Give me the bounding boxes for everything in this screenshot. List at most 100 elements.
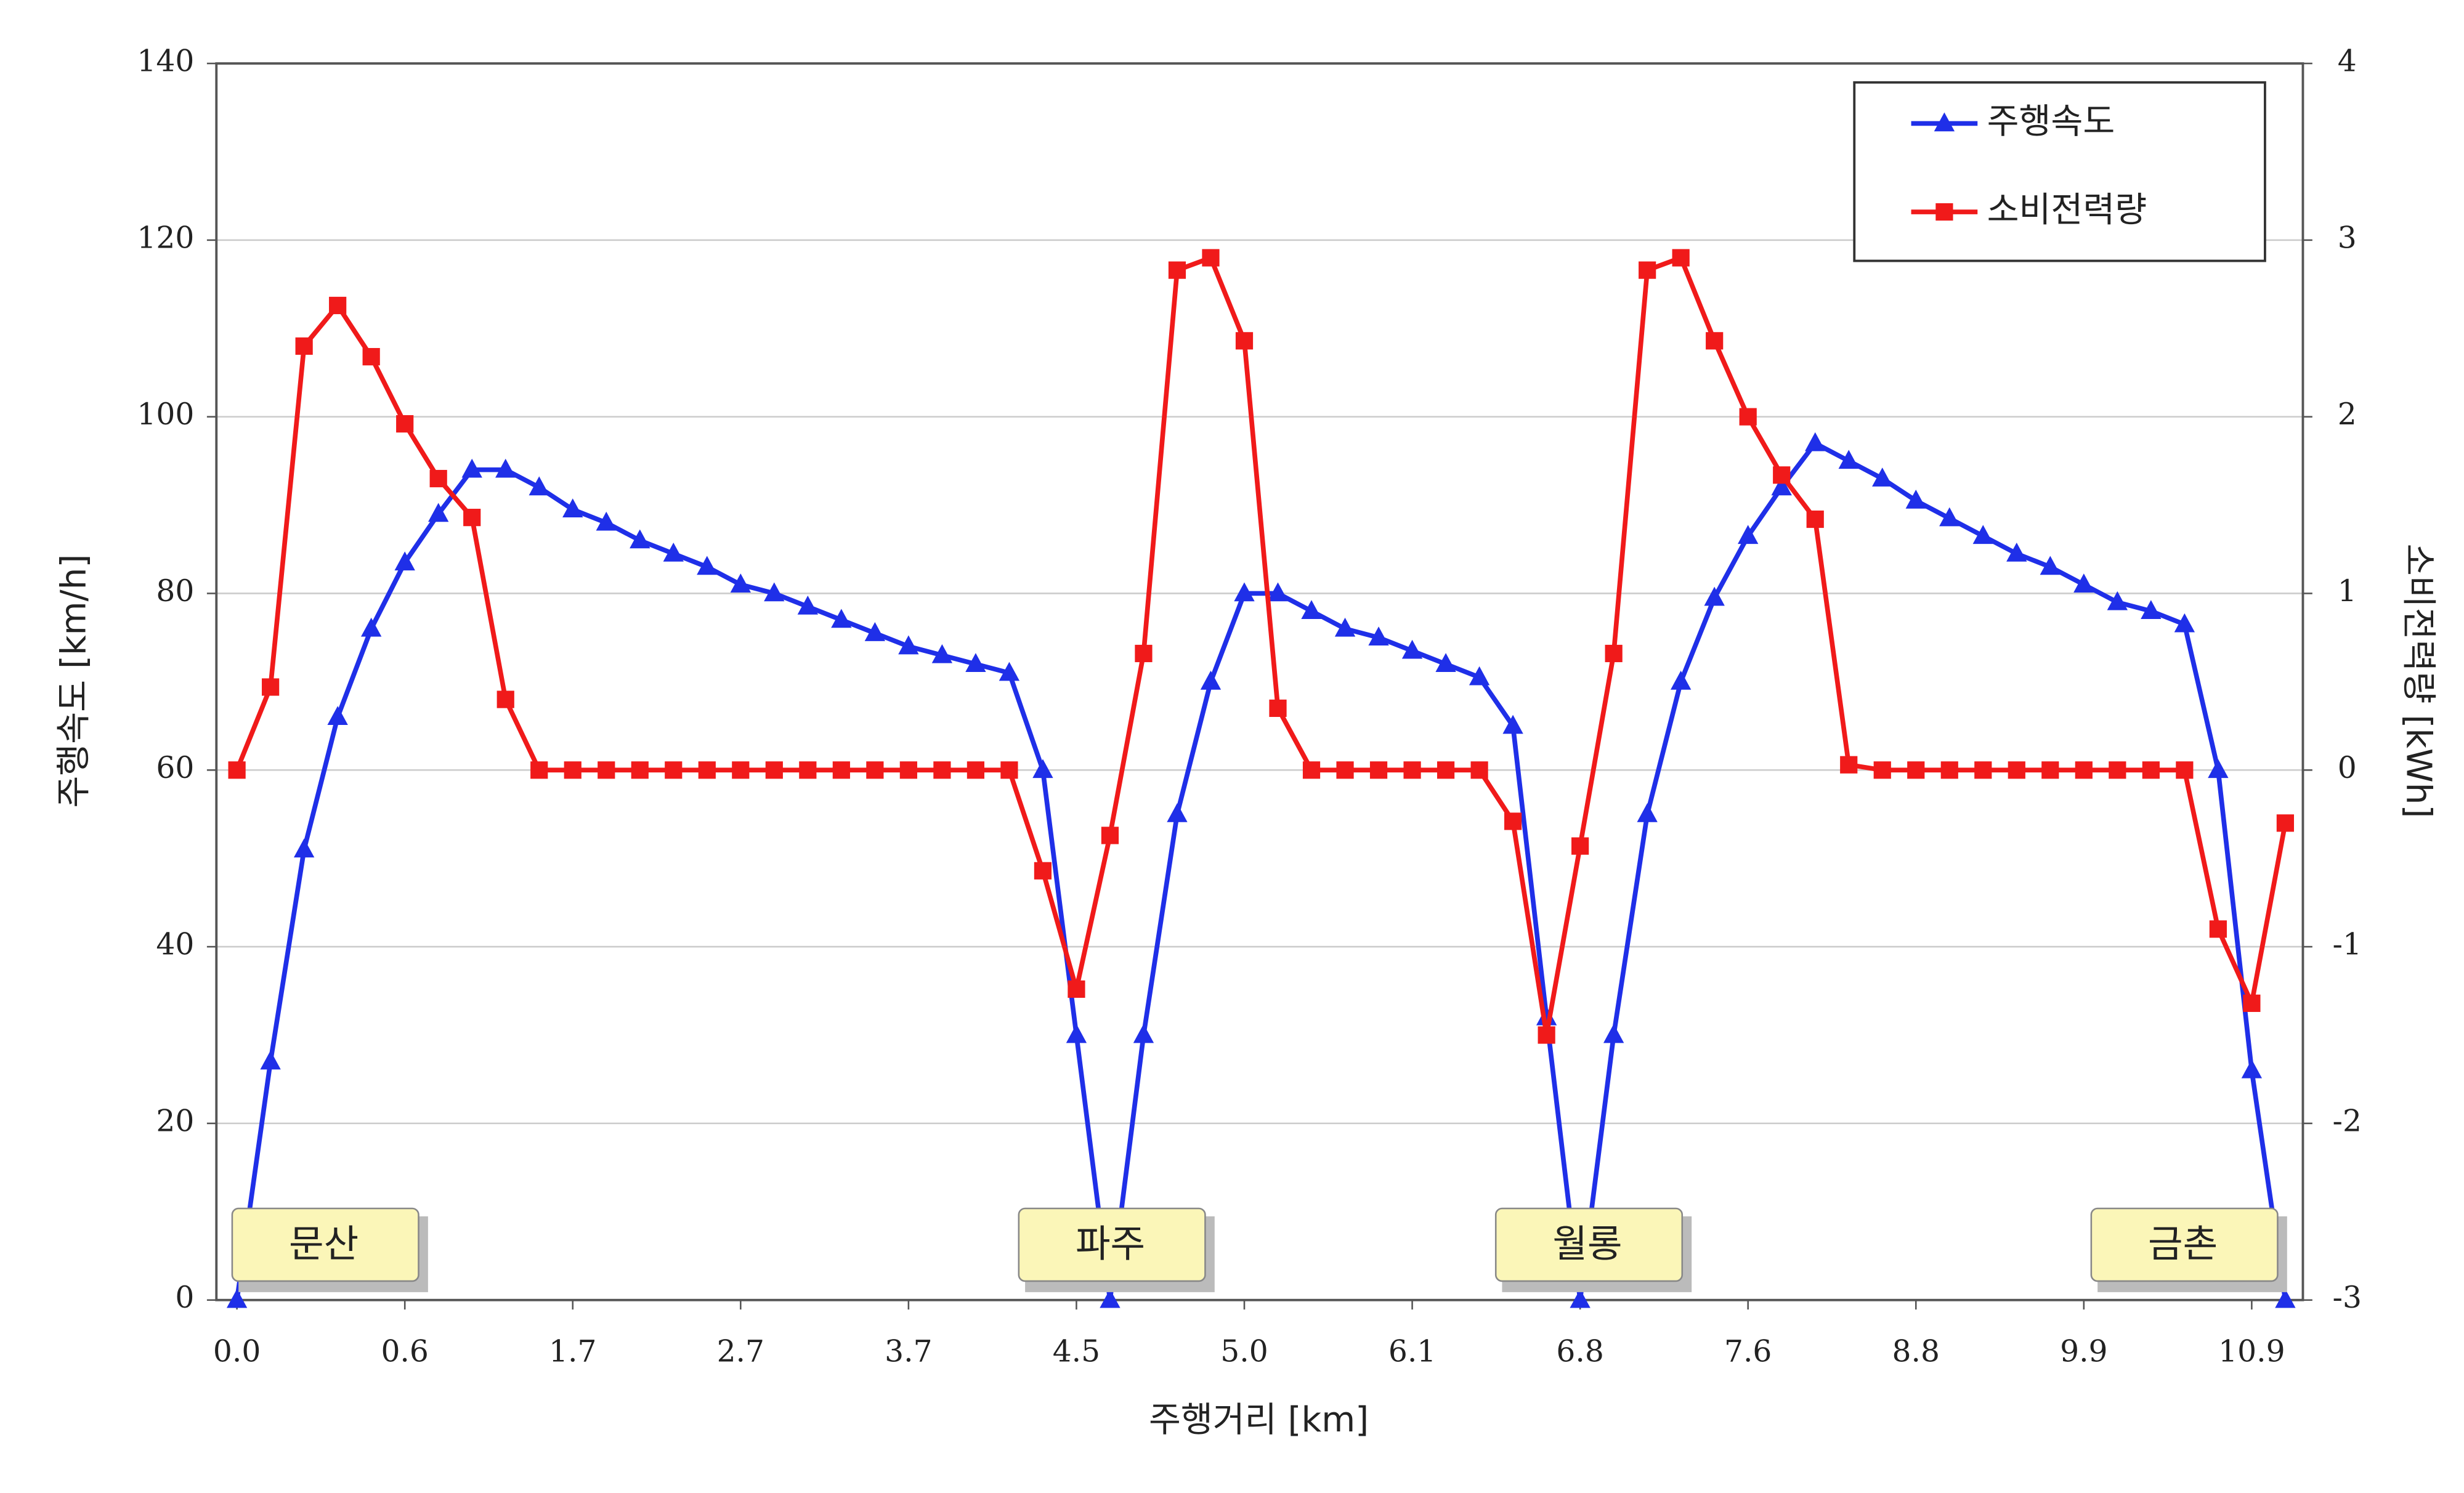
y-tick-label: 100	[137, 397, 194, 432]
station-label: 문산	[289, 1222, 359, 1266]
marker	[463, 509, 481, 527]
marker	[2142, 761, 2160, 779]
x-tick-label: 5.0	[1220, 1334, 1268, 1369]
marker	[1671, 670, 1692, 690]
x-tick-label: 2.7	[717, 1334, 764, 1369]
marker	[1840, 756, 1858, 774]
y-tick-label: 60	[156, 751, 194, 785]
series-line	[235, 254, 2288, 1036]
marker	[665, 761, 683, 779]
marker	[1907, 761, 1925, 779]
y2-tick-label: 0	[2338, 751, 2357, 785]
marker	[496, 690, 514, 708]
marker	[2276, 814, 2294, 832]
marker	[1739, 408, 1757, 426]
station-box	[2090, 1207, 2279, 1282]
y-tick-label: 0	[175, 1281, 194, 1315]
marker	[967, 761, 984, 779]
marker	[931, 644, 953, 663]
marker	[2209, 920, 2227, 938]
marker	[933, 761, 951, 779]
marker	[2006, 542, 2027, 562]
marker	[260, 1050, 281, 1070]
marker	[429, 469, 447, 488]
marker	[1639, 261, 1656, 279]
marker	[1771, 476, 1792, 496]
marker	[899, 761, 917, 779]
station-label: 금촌	[2148, 1222, 2218, 1266]
marker	[832, 761, 850, 779]
marker	[1704, 586, 1725, 606]
marker	[529, 476, 549, 496]
marker	[394, 551, 415, 571]
series-line	[234, 440, 2288, 1301]
marker	[1101, 827, 1119, 844]
marker	[564, 761, 582, 779]
marker	[1605, 644, 1623, 663]
marker	[730, 573, 751, 593]
marker	[999, 662, 1020, 681]
marker	[1032, 759, 1053, 779]
marker	[1269, 699, 1287, 717]
plot-frame	[215, 62, 2304, 1301]
marker	[226, 1289, 248, 1308]
y2-tick-label: 4	[2338, 44, 2357, 79]
marker	[1974, 761, 1992, 779]
marker	[1738, 525, 1759, 544]
marker	[1504, 812, 1522, 830]
x-axis-label: 주행거리 [km]	[1149, 1400, 1369, 1440]
marker	[2243, 994, 2261, 1012]
marker	[1469, 666, 1490, 686]
legend-label: 소비전력량	[1987, 190, 2147, 230]
marker	[1234, 582, 1255, 602]
marker	[1940, 761, 1958, 779]
marker	[598, 761, 615, 779]
marker	[1200, 670, 1222, 690]
marker	[1570, 1289, 1591, 1308]
station-box	[231, 1207, 419, 1282]
x-tick-label: 9.9	[2060, 1334, 2107, 1369]
legend-marker	[1934, 112, 1955, 132]
marker	[1806, 510, 1824, 528]
x-tick-label: 7.6	[1724, 1334, 1772, 1369]
marker	[797, 596, 818, 615]
station-labels: 문산 파주 월롱 금촌	[231, 1207, 2287, 1292]
station-label: 파주	[1076, 1222, 1145, 1266]
legend-box	[1853, 81, 2266, 262]
marker	[2075, 761, 2093, 779]
marker	[1302, 761, 1321, 779]
marker	[630, 529, 650, 549]
marker	[1939, 507, 1960, 527]
marker	[631, 761, 649, 779]
marker	[1267, 582, 1289, 602]
x-tick-label: 6.8	[1556, 1334, 1603, 1369]
marker	[2073, 573, 2094, 593]
marker	[698, 761, 716, 779]
marker	[2109, 761, 2126, 779]
x-tick-label: 1.7	[549, 1334, 596, 1369]
y2-tick-label: -2	[2333, 1104, 2362, 1138]
marker	[732, 761, 750, 779]
marker	[362, 348, 380, 366]
marker	[1805, 432, 1826, 451]
x-tick-label: 8.8	[1892, 1334, 1940, 1369]
marker	[1536, 1006, 1557, 1026]
marker	[262, 678, 280, 696]
marker	[1401, 639, 1423, 659]
y2-tick-label: 1	[2338, 574, 2357, 609]
x-tick-label: 6.1	[1388, 1334, 1436, 1369]
marker	[765, 761, 783, 779]
marker	[495, 458, 516, 478]
marker	[396, 415, 414, 433]
marker	[1872, 467, 1893, 487]
marker	[1706, 332, 1724, 350]
marker	[461, 458, 482, 478]
marker	[228, 761, 246, 779]
marker	[1133, 1024, 1154, 1043]
marker	[1905, 489, 1926, 509]
marker	[1773, 466, 1791, 484]
marker	[663, 542, 684, 562]
y-tick-label: 40	[156, 928, 194, 962]
marker	[530, 761, 548, 779]
y-tick-label: 20	[156, 1104, 194, 1138]
